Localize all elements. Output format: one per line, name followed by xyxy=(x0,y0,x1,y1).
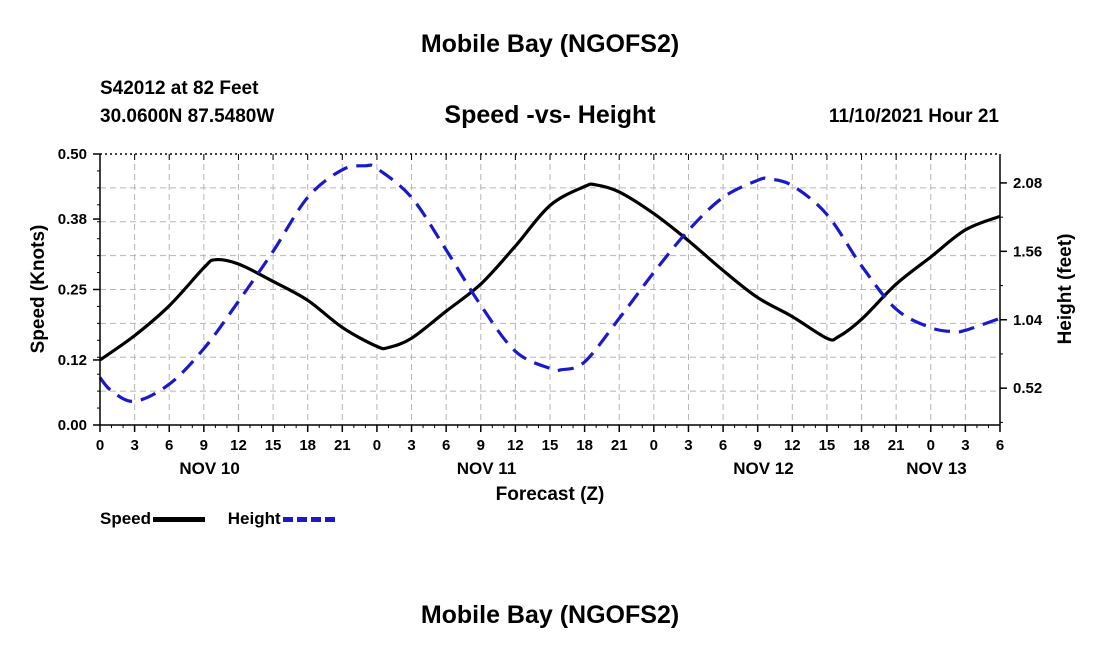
x-tick-label: 9 xyxy=(754,437,762,454)
y-axis-label: Speed (Knots) xyxy=(28,225,49,354)
y-tick-label: 0.00 xyxy=(58,417,87,434)
series-layer xyxy=(98,163,1001,403)
x-tick-label: 18 xyxy=(576,437,593,454)
x-tick-label: 0 xyxy=(927,437,935,454)
legend-swatch-speed xyxy=(153,516,206,522)
x-tick-label: 3 xyxy=(961,437,969,454)
day-label: NOV 11 xyxy=(457,459,517,478)
y2-tick-label: 2.08 xyxy=(1013,175,1042,192)
x-tick-label: 9 xyxy=(477,437,485,454)
chart-subtitle: Speed -vs- Height xyxy=(444,101,656,129)
legend-item-speed: Speed xyxy=(100,509,206,529)
x-tick-label: 3 xyxy=(684,437,692,454)
y-tick-label: 0.50 xyxy=(58,146,87,163)
axes xyxy=(93,153,1007,432)
tick-labels: 0 3 6 9 12 15 18 21 0 3 6 9 12 15 18 21 0 3 6 9 12 15 18 21 0 3 6N… xyxy=(58,146,1043,478)
x-tick-label: 0 xyxy=(373,437,381,454)
x-tick-label: 21 xyxy=(611,437,628,454)
x-tick-label: 21 xyxy=(888,437,905,454)
x-tick-label: 21 xyxy=(334,437,351,454)
y-tick-label: 0.25 xyxy=(58,282,87,299)
grid xyxy=(100,154,1000,425)
legend: Speed Height xyxy=(100,509,353,529)
day-label: NOV 13 xyxy=(906,459,966,478)
series-line-speed xyxy=(99,182,1001,362)
y2-tick-label: 0.52 xyxy=(1013,380,1042,397)
x-tick-label: 6 xyxy=(165,437,173,454)
x-tick-label: 6 xyxy=(996,437,1004,454)
datetime-label: 11/10/2021 Hour 21 xyxy=(828,106,999,127)
legend-label-height: Height xyxy=(227,509,281,528)
x-tick-label: 3 xyxy=(130,437,138,454)
x-tick-label: 15 xyxy=(265,437,282,454)
day-label: NOV 12 xyxy=(733,459,793,478)
day-label: NOV 10 xyxy=(179,459,239,478)
y2-tick-label: 1.56 xyxy=(1013,243,1042,260)
x-tick-label: 6 xyxy=(442,437,450,454)
main-title: Mobile Bay (NGOFS2) xyxy=(420,30,680,58)
x-tick-label: 15 xyxy=(819,437,836,454)
legend-item-height: Height xyxy=(228,509,335,529)
x-tick-label: 15 xyxy=(542,437,559,454)
x-tick-label: 18 xyxy=(853,437,870,454)
x-tick-label: 18 xyxy=(299,437,316,454)
x-tick-label: 3 xyxy=(407,437,415,454)
y2-axis-label: Height (feet) xyxy=(1055,234,1076,345)
x-tick-label: 9 xyxy=(200,437,208,454)
x-tick-label: 0 xyxy=(650,437,658,454)
y-tick-label: 0.38 xyxy=(58,211,87,228)
legend-label-speed: Speed xyxy=(100,509,152,528)
x-tick-label: 12 xyxy=(784,437,801,454)
y-tick-label: 0.12 xyxy=(58,352,87,369)
x-tick-label: 12 xyxy=(507,437,524,454)
y2-tick-label: 1.04 xyxy=(1013,312,1043,329)
legend-swatch-height xyxy=(282,516,335,522)
x-tick-label: 0 xyxy=(96,437,104,454)
x-tick-label: 6 xyxy=(719,437,727,454)
station-label: S42012 at 82 Feet xyxy=(100,78,259,99)
bottom-title: Mobile Bay (NGOFS2) xyxy=(420,601,680,629)
x-tick-label: 12 xyxy=(230,437,247,454)
coordinates-label: 30.0600N 87.5480W xyxy=(100,106,275,127)
x-axis-label: Forecast (Z) xyxy=(496,484,605,505)
